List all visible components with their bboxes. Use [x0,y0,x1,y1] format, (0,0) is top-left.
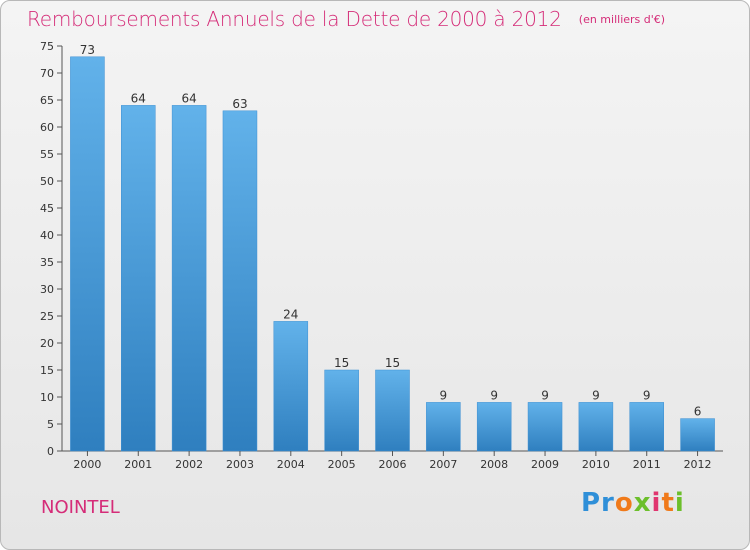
chart-title-block: Remboursements Annuels de la Dette de 20… [27,7,665,31]
x-tick-label-2011: 2011 [633,458,661,471]
bar-value-label-2002: 64 [181,91,196,105]
x-tick-label-2010: 2010 [582,458,610,471]
y-tick-label-50: 50 [40,175,54,188]
bar-value-label-2000: 73 [80,43,95,57]
bar-2004 [273,321,309,452]
y-tick-label-25: 25 [40,310,54,323]
y-tick-label-60: 60 [40,121,54,134]
chart-unit: (en milliers d'€) [578,13,666,26]
bar-value-label-2011: 9 [643,388,651,402]
bar-value-label-2008: 9 [490,388,498,402]
bar-2011 [629,402,664,452]
y-tick-label-35: 35 [40,256,54,269]
x-tick-label-2008: 2008 [480,458,508,471]
bar-value-label-2007: 9 [440,388,448,402]
bar-2008 [476,402,512,452]
bar-value-label-2001: 64 [131,91,146,105]
x-tick-label-2005: 2005 [328,458,356,471]
bar-2009 [527,402,563,452]
commune-name: NOINTEL [41,497,120,518]
bar-2000 [70,56,105,452]
x-tick-label-2012: 2012 [684,458,712,471]
y-tick-label-0: 0 [47,445,54,458]
bar-2007 [426,402,461,452]
x-tick-label-2003: 2003 [226,458,254,471]
bar-value-label-2009: 9 [541,388,549,402]
bar-value-label-2004: 24 [283,307,298,321]
bar-2006 [375,369,410,452]
x-tick-label-2009: 2009 [531,458,559,471]
bar-2012 [680,418,715,452]
bar-2010 [578,402,614,452]
x-tick-label-2004: 2004 [277,458,305,471]
bar-2003 [222,110,258,452]
x-tick-label-2001: 2001 [124,458,152,471]
y-tick-label-65: 65 [40,94,54,107]
bar-value-label-2010: 9 [592,388,600,402]
y-tick-label-55: 55 [40,148,54,161]
y-tick-label-45: 45 [40,202,54,215]
bar-value-label-2005: 15 [334,356,349,370]
bar-value-label-2003: 63 [232,97,247,111]
y-tick-label-5: 5 [47,418,54,431]
y-tick-label-10: 10 [40,391,54,404]
proxiti-logo: Proxiti [581,488,685,518]
bar-value-label-2012: 6 [694,405,702,419]
y-tick-label-15: 15 [40,364,54,377]
x-tick-label-2000: 2000 [73,458,101,471]
y-tick-label-40: 40 [40,229,54,242]
bar-2005 [324,369,359,452]
y-tick-label-30: 30 [40,283,54,296]
x-tick-label-2007: 2007 [429,458,457,471]
y-tick-label-20: 20 [40,337,54,350]
bar-value-label-2006: 15 [385,356,400,370]
x-tick-label-2006: 2006 [379,458,407,471]
x-tick-label-2002: 2002 [175,458,203,471]
y-tick-label-70: 70 [40,67,54,80]
chart-title: Remboursements Annuels de la Dette de 20… [27,7,562,31]
bar-2002 [171,105,207,452]
y-tick-label-75: 75 [40,40,54,53]
bar-2001 [121,105,156,452]
